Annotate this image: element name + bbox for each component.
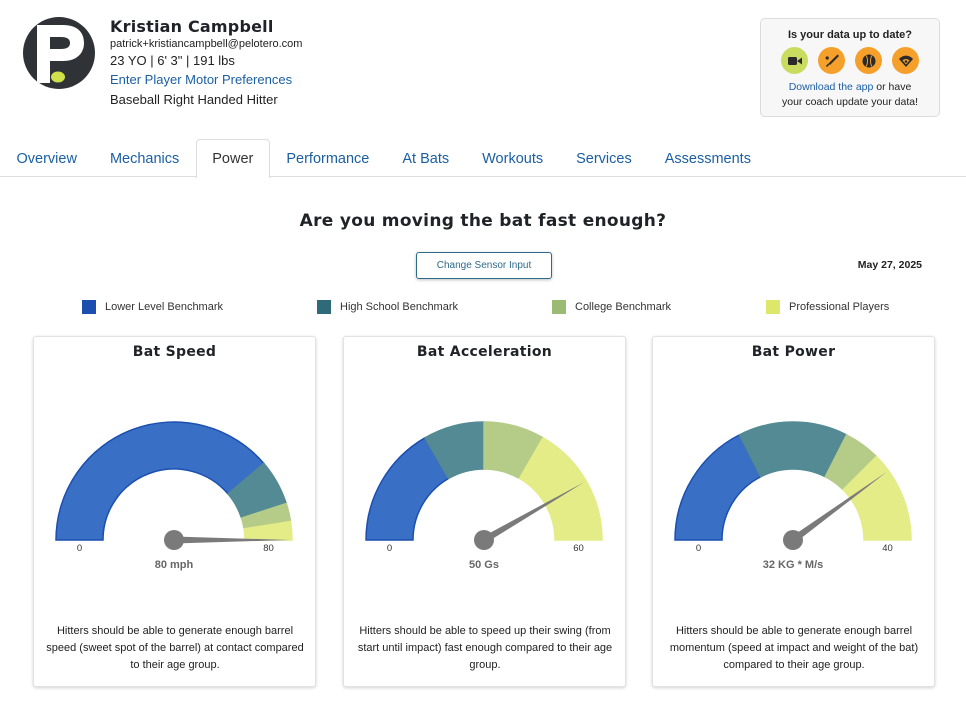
tab-services[interactable]: Services: [576, 151, 632, 167]
gauge-needle-hub: [474, 530, 494, 550]
gauge-needle: [174, 536, 290, 544]
player-header: Kristian Campbell patrick+kristiancampbe…: [0, 0, 966, 135]
gauge-value-label: 80 mph: [155, 559, 194, 571]
benchmark-legend: Lower Level Benchmark High School Benchm…: [0, 299, 966, 315]
gauge-band-4: [518, 436, 603, 541]
download-app-link[interactable]: Download the app: [788, 81, 874, 93]
update-text-suffix: or have: [873, 81, 912, 93]
legend-label: College Benchmark: [575, 301, 671, 313]
tab-workouts[interactable]: Workouts: [482, 151, 544, 167]
gauge-needle-hub: [783, 530, 803, 550]
tab-overview[interactable]: Overview: [16, 151, 77, 167]
card-title: Bat Speed: [132, 344, 217, 360]
card-title: Bat Power: [751, 344, 836, 360]
gauge-band-4: [842, 455, 912, 541]
tab-at-bats[interactable]: At Bats: [402, 151, 450, 167]
section-question: Are you moving the bat fast enough?: [299, 211, 667, 231]
player-position: Baseball Right Handed Hitter: [110, 92, 278, 107]
gauge-needle-hub: [164, 530, 184, 550]
legend-label: Lower Level Benchmark: [105, 301, 224, 313]
update-box-text: Download the app or have your coach upda…: [761, 80, 939, 110]
legend-swatch: [552, 300, 566, 314]
baseball-icon[interactable]: [855, 47, 882, 74]
gauge-needle: [790, 471, 887, 543]
gauge-value-label: 50 Gs: [469, 559, 499, 571]
legend-swatch: [82, 300, 96, 314]
gauge-max-label: 60: [573, 543, 584, 554]
player-avatar-logo: [23, 17, 95, 89]
gauge-max-label: 80: [263, 543, 274, 554]
tab-performance[interactable]: Performance: [286, 151, 370, 167]
tab-mechanics[interactable]: Mechanics: [109, 151, 180, 167]
legend-label: Professional Players: [789, 301, 890, 313]
gauge-min-label: 0: [696, 543, 701, 554]
card-description: Hitters should be able to generate enoug…: [669, 625, 919, 671]
field-sensor-icon[interactable]: [892, 47, 919, 74]
bat-power-card: Bat Power 0 40 32 KG * M/s Hitters should …: [652, 336, 935, 687]
gauge-min-label: 0: [387, 543, 392, 554]
update-box-title: Is your data up to date?: [787, 29, 913, 41]
motor-preferences-link[interactable]: Enter Player Motor Preferences: [110, 72, 293, 87]
gauge-min-label: 0: [77, 543, 82, 554]
card-description: Hitters should be able to speed up their…: [357, 625, 613, 671]
gauge-max-label: 40: [882, 543, 893, 554]
player-name: Kristian Campbell: [110, 17, 274, 36]
tab-power[interactable]: Power: [195, 139, 270, 178]
gauge-band-1: [55, 421, 265, 541]
card-description: Hitters should be able to generate enoug…: [46, 625, 304, 671]
card-title: Bat Acceleration: [416, 344, 553, 360]
legend-swatch: [317, 300, 331, 314]
bat-speed-card: Bat Speed 0 80 80 mph Hitters should be ab…: [33, 336, 316, 687]
profile-tabs: Overview Mechanics Power Performance At …: [0, 139, 966, 178]
bat-icon[interactable]: [818, 47, 845, 74]
player-email: patrick+kristiancampbell@pelotero.com: [110, 38, 303, 50]
assessment-date: May 27, 2025: [857, 259, 922, 271]
bat-speed-gauge: 0 80 80 mph: [55, 421, 293, 571]
legend-item-lower-level: Lower Level Benchmark: [82, 299, 223, 315]
player-stats: 23 YO | 6' 3" | 191 lbs: [110, 53, 235, 68]
data-update-box: Is your data up to date? Download the ap…: [760, 18, 940, 117]
video-camera-icon[interactable]: [781, 47, 808, 74]
bat-acceleration-gauge: 0 60 50 Gs: [365, 421, 603, 571]
change-sensor-input-button[interactable]: Change Sensor Input: [416, 252, 552, 279]
legend-swatch: [766, 300, 780, 314]
gauge-value-label: 32 KG * M/s: [763, 559, 824, 571]
bat-power-gauge: 0 40 32 KG * M/s: [674, 421, 912, 571]
legend-item-professional: Professional Players: [766, 299, 889, 315]
update-text-line2: your coach update your data!: [781, 96, 918, 108]
legend-label: High School Benchmark: [340, 301, 459, 313]
bat-acceleration-card: Bat Acceleration 0 60 50 Gs Hitters should…: [343, 336, 626, 687]
legend-item-high-school: High School Benchmark: [317, 299, 458, 315]
legend-item-college: College Benchmark: [552, 299, 671, 315]
tab-assessments[interactable]: Assessments: [664, 151, 751, 167]
update-icon-row: [761, 47, 939, 74]
gauge-needle: [482, 482, 585, 544]
